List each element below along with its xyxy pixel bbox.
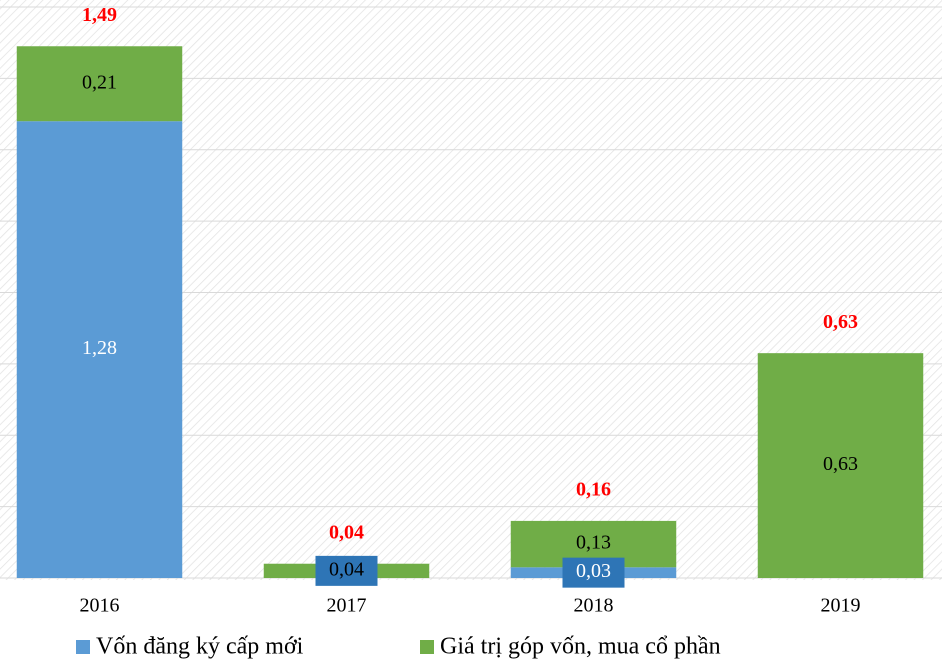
x-tick-label: 2017 xyxy=(327,595,367,617)
data-label: 1,28 xyxy=(82,337,117,359)
data-label-box xyxy=(562,557,625,588)
data-label: 0,03 xyxy=(576,560,611,582)
legend-swatch xyxy=(76,640,90,654)
legend-label: Giá trị góp vốn, mua cổ phần xyxy=(440,634,721,660)
bar-segment xyxy=(16,46,183,122)
data-label: 0,63 xyxy=(823,453,858,475)
x-tick-label: 2019 xyxy=(821,595,861,617)
data-label: 0,04 xyxy=(329,558,364,580)
total-label: 1,49 xyxy=(82,4,117,26)
x-tick-label: 2018 xyxy=(574,595,614,617)
total-label: 0,04 xyxy=(329,521,364,543)
bar-segment xyxy=(16,121,183,578)
data-label: 0,13 xyxy=(576,532,611,554)
total-label: 0,16 xyxy=(576,478,611,500)
data-label: 0,21 xyxy=(82,71,117,93)
total-label: 0,63 xyxy=(823,311,858,333)
legend-swatch xyxy=(420,640,434,654)
data-label-box xyxy=(315,555,378,586)
bar-segment xyxy=(757,353,924,578)
x-tick-label: 2016 xyxy=(80,595,120,617)
legend-label: Vốn đăng ký cấp mới xyxy=(96,634,304,660)
